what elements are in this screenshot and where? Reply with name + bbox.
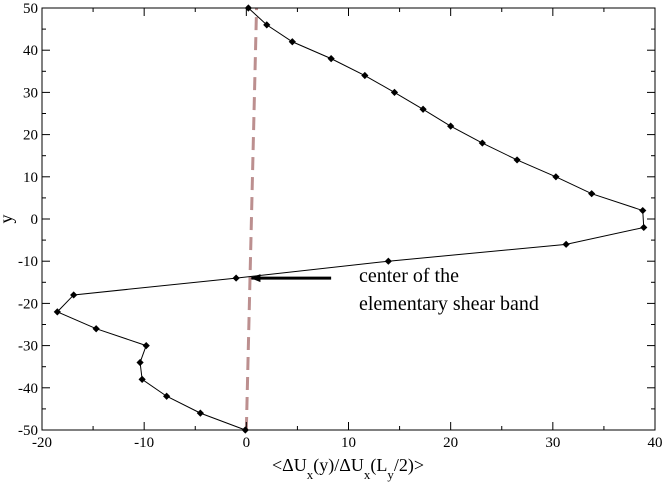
data-point — [138, 375, 146, 383]
y-tick-label: -50 — [18, 423, 38, 439]
data-point — [92, 325, 100, 333]
y-tick-label: -20 — [18, 296, 38, 312]
data-point — [263, 21, 271, 29]
y-tick-label: 20 — [23, 128, 38, 144]
data-point — [639, 206, 647, 215]
x-axis-label-subscript: x — [364, 467, 371, 482]
data-point — [552, 173, 560, 181]
data-point — [478, 139, 486, 147]
data-point — [562, 240, 570, 248]
data-point — [640, 223, 648, 232]
data-point — [163, 392, 171, 400]
data-point — [384, 257, 392, 265]
x-tick-label: 30 — [545, 435, 560, 451]
data-point — [232, 274, 240, 282]
data-point — [419, 105, 427, 113]
data-point — [327, 55, 335, 63]
x-tick-label: -10 — [134, 435, 154, 451]
data-point — [288, 38, 296, 46]
data-point — [361, 71, 369, 80]
y-axis-label: y — [0, 215, 16, 224]
x-axis-label-subscript: y — [387, 467, 394, 482]
annotation-line-1: center of the — [359, 265, 459, 287]
y-tick-label: 50 — [23, 1, 38, 17]
data-point — [53, 308, 61, 316]
x-axis-label-part: <ΔU — [272, 455, 307, 475]
x-tick-label: 40 — [648, 435, 663, 451]
x-axis-label-part: (y)/ΔU — [313, 455, 364, 476]
data-point — [390, 88, 399, 96]
x-tick-label: -20 — [32, 435, 52, 451]
x-tick-label: 10 — [341, 435, 356, 451]
x-tick-label: 20 — [443, 435, 458, 451]
x-axis-label-part: /2)> — [394, 455, 424, 476]
data-point — [513, 156, 521, 164]
reference-dashed-line — [244, 7, 259, 431]
x-tick-label: 0 — [243, 435, 251, 451]
y-tick-label: -40 — [18, 381, 38, 397]
y-tick-label: 30 — [23, 85, 38, 101]
plot-frame — [41, 7, 656, 431]
x-axis-label: <ΔUx(y)/ΔUx(Ly/2)> — [272, 455, 424, 482]
data-point — [142, 342, 150, 350]
y-tick-label: 40 — [23, 43, 38, 59]
series-line — [56, 7, 645, 431]
annotation-line-2: elementary shear band — [359, 293, 539, 315]
data-point — [196, 409, 204, 417]
x-axis-label-part: (L — [370, 455, 387, 476]
data-point — [447, 122, 455, 130]
data-point — [588, 190, 596, 198]
y-tick-label: -30 — [18, 339, 38, 355]
x-axis-label-subscript: x — [307, 467, 314, 482]
data-point — [70, 291, 78, 299]
y-tick-label: -10 — [18, 254, 38, 270]
y-tick-label: 0 — [31, 212, 39, 228]
data-point — [136, 358, 144, 367]
y-tick-label: 10 — [23, 170, 38, 186]
